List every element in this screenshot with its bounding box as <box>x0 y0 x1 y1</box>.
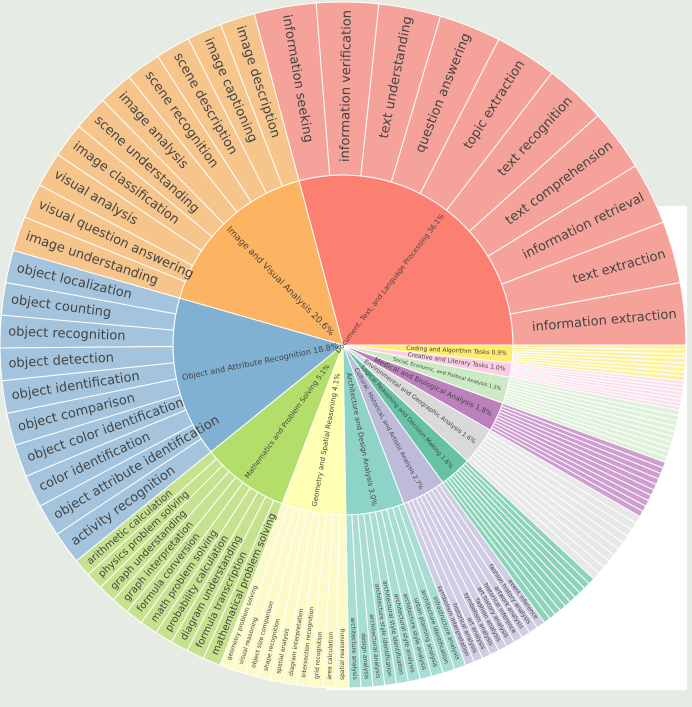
subtask-label: object detection <box>8 351 114 372</box>
subtask-label: architecture analysis <box>349 617 358 680</box>
subtask-label: area calculation <box>326 632 335 680</box>
subtask-label: design analysis <box>360 633 370 679</box>
subtask-label: object recognition <box>8 324 126 344</box>
subtask-label: grid recognition <box>313 631 324 679</box>
subtask-label: information verification <box>338 10 355 162</box>
outer-ring <box>0 1 687 689</box>
subtask-label: spatial reasoning <box>339 628 346 680</box>
inner-ring <box>172 174 514 516</box>
wedge-subtask[interactable] <box>512 344 687 350</box>
